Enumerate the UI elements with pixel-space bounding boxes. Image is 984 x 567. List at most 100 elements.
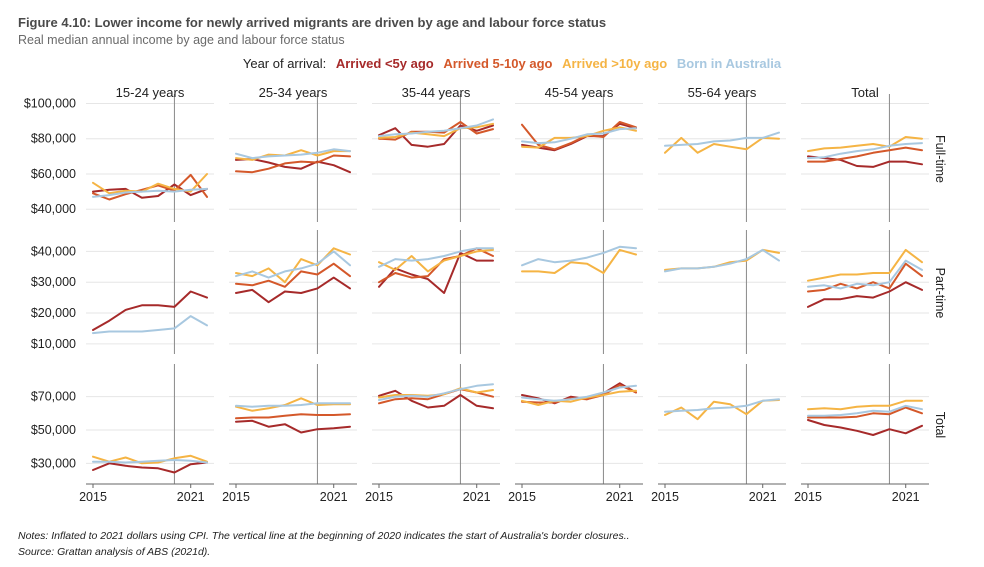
y-tick-label: $70,000 <box>31 390 76 404</box>
series-line-arrived-10y-ago <box>521 248 637 274</box>
y-tick-label: $40,000 <box>31 244 76 258</box>
series-line-arrived-5-10y-ago <box>235 154 351 174</box>
series-line-arrived-10y-ago <box>664 248 780 271</box>
series-line-born-in-australia <box>378 383 494 401</box>
panel-part-time-35-44-years <box>372 230 500 354</box>
figure-source: Source: Grattan analysis of ABS (2021d). <box>18 546 211 558</box>
series-line-born-in-australia <box>378 118 494 138</box>
series-line-arrived-5y-ago <box>807 419 923 436</box>
series-line-arrived-10y-ago <box>378 122 494 139</box>
x-tick-label: 2021 <box>177 490 205 504</box>
series-line-arrived-5y-ago <box>807 281 923 308</box>
series-line-arrived-5y-ago <box>92 290 208 331</box>
y-tick-label: $10,000 <box>31 337 76 351</box>
x-tick-label: 2015 <box>222 490 250 504</box>
series-line-born-in-australia <box>235 250 351 279</box>
panel-part-time-45-54-years <box>515 230 643 354</box>
series-line-born-in-australia <box>92 315 208 335</box>
series-line-born-in-australia <box>378 247 494 268</box>
chart-legend: Year of arrival: Arrived <5y ago Arrived… <box>0 56 984 71</box>
series-line-arrived-5y-ago <box>92 461 208 474</box>
y-tick-label: $20,000 <box>31 306 76 320</box>
y-tick-label: $40,000 <box>31 202 76 216</box>
series-line-arrived-5y-ago <box>378 251 494 294</box>
panel-part-time-total <box>801 230 929 354</box>
series-line-arrived-10y-ago <box>807 399 923 411</box>
series-line-arrived-5y-ago <box>378 124 494 148</box>
row-label-full-time: Full-time <box>933 135 947 183</box>
x-tick-label: 2021 <box>749 490 777 504</box>
x-tick-label: 2015 <box>508 490 536 504</box>
series-line-arrived-10y-ago <box>807 248 923 282</box>
series-line-arrived-5-10y-ago <box>807 146 923 163</box>
y-tick-label: $100,000 <box>24 97 76 111</box>
x-tick-label: 2015 <box>794 490 822 504</box>
panel-total-25-34-years <box>229 364 357 484</box>
series-line-arrived-10y-ago <box>235 397 351 412</box>
series-line-arrived-10y-ago <box>521 389 637 406</box>
column-header: Total <box>851 85 879 100</box>
y-tick-label: $30,000 <box>31 456 76 470</box>
panel-total-total <box>801 364 929 484</box>
x-tick-label: 2021 <box>320 490 348 504</box>
panel-full-time-15-24-years <box>86 94 214 222</box>
series-line-born-in-australia <box>235 402 351 408</box>
series-line-arrived-10y-ago <box>664 399 780 421</box>
panel-full-time-25-34-years <box>229 94 357 222</box>
panel-total-15-24-years <box>86 364 214 484</box>
series-line-born-in-australia <box>807 259 923 290</box>
panel-full-time-total <box>801 94 929 222</box>
legend-item-arrived-gt10: Arrived >10y ago <box>562 56 668 71</box>
series-line-born-in-australia <box>807 142 923 160</box>
series-line-arrived-5y-ago <box>235 419 351 434</box>
panel-full-time-55-64-years <box>658 94 786 222</box>
column-header: 55-64 years <box>688 85 757 100</box>
series-line-arrived-10y-ago <box>664 136 780 154</box>
series-line-born-in-australia <box>664 248 780 273</box>
panel-full-time-35-44-years <box>372 94 500 222</box>
panel-total-35-44-years <box>372 364 500 484</box>
series-line-born-in-australia <box>92 459 208 464</box>
row-label-part-time: Part-time <box>933 268 947 319</box>
series-line-born-in-australia <box>664 131 780 147</box>
series-line-arrived-10y-ago <box>235 149 351 161</box>
series-line-born-in-australia <box>664 398 780 413</box>
column-header: 25-34 years <box>259 85 328 100</box>
series-line-born-in-australia <box>235 148 351 160</box>
x-tick-label: 2015 <box>79 490 107 504</box>
series-line-arrived-5y-ago <box>92 183 208 199</box>
series-line-arrived-10y-ago <box>378 248 494 273</box>
panel-full-time-45-54-years <box>515 94 643 222</box>
series-line-arrived-5y-ago <box>235 158 351 174</box>
figure-notes: Notes: Inflated to 2021 dollars using CP… <box>18 530 630 542</box>
series-line-born-in-australia <box>521 127 637 145</box>
small-multiples-chart: $40,000 $60,000 $80,000 $100,000 Full-time 15… <box>24 85 947 504</box>
series-line-arrived-5y-ago <box>235 276 351 304</box>
figure-title: Figure 4.10: Lower income for newly arri… <box>18 15 607 30</box>
row-label-total: Total <box>933 412 947 438</box>
legend-item-arrived-lt5: Arrived <5y ago <box>335 56 434 71</box>
panel-part-time-15-24-years <box>86 230 214 354</box>
legend-item-arrived-5-10: Arrived 5-10y ago <box>443 56 553 71</box>
column-header: 35-44 years <box>402 85 471 100</box>
series-line-arrived-10y-ago <box>807 136 923 153</box>
x-tick-label: 2021 <box>463 490 491 504</box>
panel-total-45-54-years <box>515 364 643 484</box>
column-header: 15-24 years <box>116 85 185 100</box>
series-line-born-in-australia <box>521 245 637 267</box>
y-tick-label: $50,000 <box>31 423 76 437</box>
series-line-arrived-5-10y-ago <box>807 406 923 419</box>
legend-title: Year of arrival: <box>242 56 327 71</box>
x-tick-label: 2015 <box>365 490 393 504</box>
series-line-born-in-australia <box>92 187 208 198</box>
x-tick-label: 2015 <box>651 490 679 504</box>
legend-item-born-australia: Born in Australia <box>676 56 782 71</box>
x-tick-label: 2021 <box>606 490 634 504</box>
y-tick-label: $60,000 <box>31 167 76 181</box>
series-line-born-in-australia <box>807 404 923 417</box>
series-line-arrived-5-10y-ago <box>235 262 351 288</box>
figure-subtitle: Real median annual income by age and lab… <box>18 33 345 47</box>
panel-part-time-55-64-years <box>658 230 786 354</box>
series-line-arrived-5y-ago <box>807 155 923 168</box>
series-line-arrived-5y-ago <box>378 389 494 410</box>
